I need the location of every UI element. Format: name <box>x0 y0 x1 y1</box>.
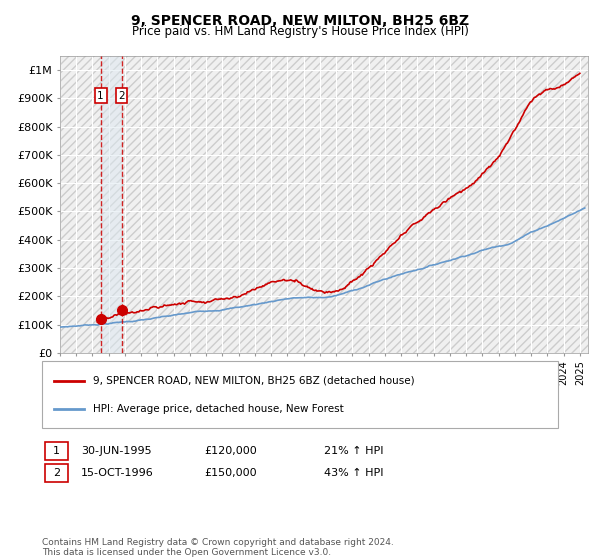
Text: 9, SPENCER ROAD, NEW MILTON, BH25 6BZ (detached house): 9, SPENCER ROAD, NEW MILTON, BH25 6BZ (d… <box>93 376 415 386</box>
Text: 9, SPENCER ROAD, NEW MILTON, BH25 6BZ: 9, SPENCER ROAD, NEW MILTON, BH25 6BZ <box>131 14 469 28</box>
Text: Price paid vs. HM Land Registry's House Price Index (HPI): Price paid vs. HM Land Registry's House … <box>131 25 469 38</box>
Text: 1: 1 <box>53 446 60 456</box>
Bar <box>101 56 122 353</box>
Text: 2: 2 <box>53 468 60 478</box>
Text: 21% ↑ HPI: 21% ↑ HPI <box>324 446 383 456</box>
Text: 15-OCT-1996: 15-OCT-1996 <box>81 468 154 478</box>
Text: £150,000: £150,000 <box>204 468 257 478</box>
Text: HPI: Average price, detached house, New Forest: HPI: Average price, detached house, New … <box>93 404 344 414</box>
Text: 30-JUN-1995: 30-JUN-1995 <box>81 446 152 456</box>
Text: £120,000: £120,000 <box>204 446 257 456</box>
Text: 43% ↑ HPI: 43% ↑ HPI <box>324 468 383 478</box>
Text: 2: 2 <box>118 91 125 101</box>
Text: Contains HM Land Registry data © Crown copyright and database right 2024.
This d: Contains HM Land Registry data © Crown c… <box>42 538 394 557</box>
Text: 1: 1 <box>97 91 104 101</box>
